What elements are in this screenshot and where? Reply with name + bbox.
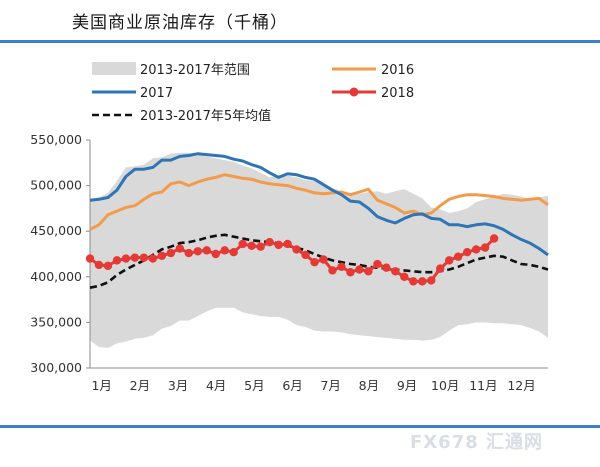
series-2018-point [229, 247, 238, 257]
legend-label-2017: 2017 [140, 86, 173, 101]
series-2018-point [112, 256, 122, 265]
series-2018-point [337, 262, 346, 271]
watermark-logo: FX678 汇通网 [410, 432, 544, 453]
y-tick-label: 500,000 [30, 178, 82, 193]
series-2018-point [373, 259, 382, 269]
series-2018-point [202, 246, 211, 255]
chart-area: 300,000 350,000 400,000 450,000 500,000 550,0… [30, 62, 549, 393]
y-tick-label: 350,000 [30, 314, 82, 329]
title-underline [0, 40, 600, 43]
series-2018-point [184, 248, 193, 258]
series-2018-point [130, 253, 140, 262]
series-2018-point [85, 254, 95, 263]
series-2018-point [139, 253, 149, 262]
legend-label-range: 2013-2017年范围 [140, 63, 250, 78]
range-band-area [90, 152, 548, 348]
x-tick-label: 10月 [431, 378, 459, 393]
x-tick-label: 11月 [469, 378, 497, 393]
series-2018-point [310, 258, 319, 267]
series-2018-point [346, 268, 355, 277]
series-2018-point [409, 277, 418, 286]
series-2017-line [89, 152, 549, 257]
series-2018-point [471, 245, 481, 254]
y-tick-label: 300,000 [30, 360, 82, 375]
series-2018-point [391, 267, 400, 276]
y-tick-label: 550,000 [30, 132, 82, 147]
series-2018-point [400, 272, 409, 281]
footer-rule [0, 425, 600, 428]
series-2018-point [247, 241, 256, 250]
series-2018-point [274, 240, 283, 250]
x-tick-label: 1月 [91, 378, 111, 393]
series-2018-point [166, 248, 176, 258]
series-2018-point [328, 266, 337, 275]
legend-label-2018: 2018 [381, 86, 414, 101]
series-2018-line [89, 237, 496, 283]
series-2018-point [480, 243, 490, 252]
y-tick-label: 400,000 [30, 269, 82, 284]
series-2016-line [89, 173, 549, 231]
legend-marker-2018 [349, 87, 359, 97]
series-2018-point [382, 263, 391, 272]
series-2018-point [292, 245, 301, 254]
series-2018-point [103, 261, 113, 271]
series-2018-point [427, 276, 436, 285]
series-2018-point [355, 265, 364, 274]
x-tick-label: 5月 [244, 378, 264, 393]
legend-label-2016: 2016 [381, 63, 414, 78]
x-tick-label: 9月 [397, 378, 417, 393]
series-2018-point [453, 252, 463, 261]
x-tick-label: 2月 [130, 378, 150, 393]
series-2018-point [121, 254, 131, 263]
legend-label-avg: 2013-2017年5年均值 [140, 108, 271, 124]
series-2018-point [364, 267, 373, 276]
x-tick-label: 4月 [206, 378, 226, 393]
series-2018-point [256, 242, 265, 251]
series-2018-point [283, 239, 292, 249]
series-2018-point [157, 251, 167, 261]
series-2018-point [462, 247, 472, 257]
x-tick-label: 3月 [168, 378, 188, 393]
x-tick-label: 12月 [507, 378, 535, 393]
series-2018-point [148, 254, 158, 263]
y-tick-label: 450,000 [30, 223, 82, 238]
series-2018-point [436, 264, 445, 273]
series-2018-point [319, 255, 328, 264]
series-2018-point [175, 244, 185, 253]
series-2018-point [489, 234, 499, 243]
series-2018-point [445, 256, 454, 265]
series-avg-line [89, 233, 549, 289]
series-2018-point [94, 260, 104, 270]
series-2018-point [220, 246, 229, 255]
series-2018-point [265, 237, 274, 247]
chart-title: 美国商业原油库存（千桶） [72, 13, 288, 33]
x-tick-label: 8月 [359, 378, 379, 393]
series-2018-point [301, 250, 310, 260]
x-tick-label: 6月 [282, 378, 302, 393]
series-2018-point [193, 247, 202, 256]
series-2018-point [418, 277, 427, 286]
legend-swatch-range [92, 62, 136, 75]
series-2018-point [238, 239, 247, 249]
series-2018-point [211, 249, 220, 259]
x-tick-label: 7月 [320, 378, 340, 393]
